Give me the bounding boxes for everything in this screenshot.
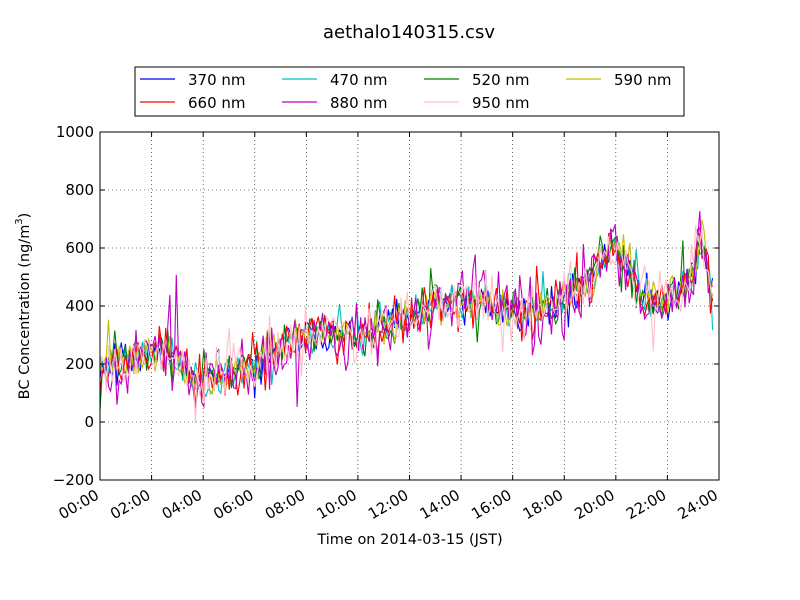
y-tick-label: 400 bbox=[65, 297, 94, 315]
legend-label: 520 nm bbox=[472, 71, 530, 89]
data-lines bbox=[99, 211, 714, 424]
series-line-950-nm bbox=[99, 225, 714, 424]
legend-label: 370 nm bbox=[188, 71, 246, 89]
axis-ticks bbox=[99, 131, 720, 481]
y-axis-label-main: BC Concentration (ng/m bbox=[17, 225, 33, 400]
chart-title: aethalo140315.csv bbox=[323, 22, 495, 43]
y-axis-label: BC Concentration (ng/m3) bbox=[14, 213, 33, 400]
legend: 370 nm 470 nm 520 nm 590 nm 660 nm 880 nm 950 … bbox=[134, 66, 685, 117]
legend-label: 880 nm bbox=[330, 94, 388, 112]
y-axis-label-superscript: 3 bbox=[14, 218, 25, 224]
y-tick-label: 0 bbox=[84, 413, 94, 431]
legend-label: 470 nm bbox=[330, 71, 388, 89]
x-axis-label: Time on 2014-03-15 (JST) bbox=[316, 532, 502, 548]
y-tick-label: 1000 bbox=[56, 123, 94, 141]
series-line-880-nm bbox=[99, 211, 714, 409]
y-tick-label: 200 bbox=[65, 355, 94, 373]
y-tick-label: 600 bbox=[65, 239, 94, 257]
plot-background bbox=[100, 132, 719, 480]
legend-label: 590 nm bbox=[614, 71, 672, 89]
legend-box bbox=[134, 66, 685, 117]
legend-label: 950 nm bbox=[472, 94, 530, 112]
y-tick-label: 800 bbox=[65, 181, 94, 199]
legend-label: 660 nm bbox=[188, 94, 246, 112]
plot-area bbox=[99, 131, 720, 481]
y-tick-labels: −200 0 200 400 600 800 1000 bbox=[53, 123, 94, 489]
y-axis-label-close: ) bbox=[17, 213, 33, 219]
y-tick-label: −200 bbox=[53, 471, 94, 489]
